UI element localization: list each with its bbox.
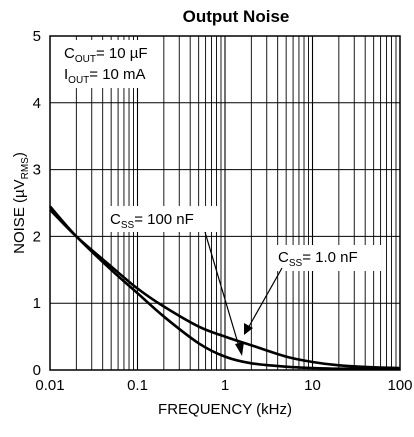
condition-iout-rest: = 10 mA xyxy=(89,66,145,83)
series-label-css-100nf: CSS= 100 nF xyxy=(106,206,217,232)
condition-iout-sub: OUT xyxy=(68,75,89,86)
condition-cout-main: C xyxy=(64,45,75,62)
series-label-css-100nf-main: C xyxy=(110,211,121,228)
series-label-css-100nf-text: CSS= 100 nF xyxy=(110,211,194,231)
series-label-css-1nf-rest: = 1.0 nF xyxy=(302,249,357,266)
series-label-css-100nf-sub: SS xyxy=(121,220,135,231)
series-line-css-1nf xyxy=(49,208,401,370)
chart-title: Output Noise xyxy=(183,7,290,26)
series-label-css-1nf-text: CSS= 1.0 nF xyxy=(278,249,358,269)
series-line-css-100nf xyxy=(49,205,400,371)
series-label-css-100nf-rest: = 100 nF xyxy=(134,211,194,228)
series-label-css-1nf: CSS= 1.0 nF xyxy=(274,245,381,271)
arrow-css-100nf xyxy=(204,231,241,351)
series-label-css-1nf-sub: SS xyxy=(289,258,303,269)
annotation-arrows xyxy=(204,231,283,356)
condition-cout-sub: OUT xyxy=(75,54,96,65)
y-axis-label-sub: RMS xyxy=(20,157,31,180)
x-tick-label: 1 xyxy=(221,377,229,394)
y-tick-label: 0 xyxy=(33,362,41,379)
y-tick-labels: 0 1 2 3 4 5 xyxy=(33,28,41,379)
x-tick-label: 10 xyxy=(304,377,321,394)
x-tick-labels: 0.01 0.1 1 10 100 xyxy=(35,377,412,394)
arrowhead-css-1nf xyxy=(244,323,253,335)
x-tick-label: 0.1 xyxy=(127,377,148,394)
conditions-box-bg xyxy=(56,40,150,88)
condition-iout-main: I xyxy=(64,66,68,83)
x-axis-label: FREQUENCY (kHz) xyxy=(158,401,292,418)
plot-frame xyxy=(49,35,401,371)
conditions-box: COUT= 10 µF IOUT= 10 mA xyxy=(56,40,150,88)
series-label-css-1nf-bg xyxy=(274,245,381,271)
condition-cout-rest: = 10 µF xyxy=(96,45,148,62)
y-tick-label: 2 xyxy=(33,228,41,245)
series-label-css-1nf-main: C xyxy=(278,249,289,266)
condition-cout: COUT= 10 µF xyxy=(64,45,148,65)
y-axis-label: NOISE (µVRMS) xyxy=(11,152,31,254)
x-tick-label: 0.01 xyxy=(35,377,64,394)
series-label-css-100nf-bg xyxy=(106,206,217,232)
y-axis-label-main: NOISE (µV xyxy=(11,179,28,254)
x-tick-label: 100 xyxy=(387,377,412,394)
y-tick-label: 4 xyxy=(33,95,41,112)
condition-iout: IOUT= 10 mA xyxy=(64,66,146,86)
y-tick-label: 1 xyxy=(33,295,41,312)
arrowhead-css-100nf xyxy=(235,342,244,356)
grid-lines xyxy=(50,36,400,370)
y-tick-label: 5 xyxy=(33,28,41,45)
arrow-css-1nf xyxy=(246,267,283,331)
series-group xyxy=(49,205,401,371)
y-tick-label: 3 xyxy=(33,162,41,179)
y-axis-label-end: ) xyxy=(11,152,28,157)
